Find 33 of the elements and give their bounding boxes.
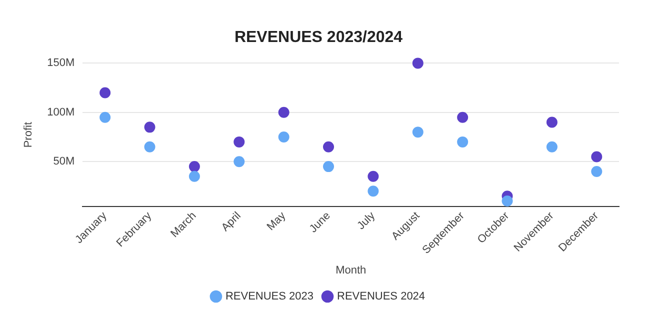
point: [144, 141, 156, 152]
point: [188, 170, 200, 182]
point: [100, 87, 111, 98]
point: [546, 141, 558, 152]
point: [100, 112, 111, 123]
point: [457, 136, 468, 148]
y-tick-label: 50M: [53, 156, 75, 168]
y-tick-label: 150M: [47, 57, 75, 70]
y-axis-title: Profit: [22, 122, 35, 148]
point: [546, 116, 558, 128]
point: [412, 58, 424, 69]
legend-label: REVENUES 2024: [337, 290, 426, 303]
point: [144, 122, 156, 133]
point: [412, 126, 424, 138]
y-tick-label: 100M: [47, 106, 75, 118]
point: [234, 136, 245, 148]
point: [457, 112, 468, 123]
point: [278, 106, 290, 118]
point: [323, 141, 334, 152]
x-tick-label: May: [264, 210, 288, 234]
x-tick-label: July: [355, 210, 378, 232]
point: [591, 166, 602, 177]
point: [188, 161, 200, 172]
point: [368, 186, 379, 197]
point: [234, 156, 245, 168]
point: [278, 132, 290, 143]
point: [502, 196, 513, 207]
chart-title: REVENUES 2023/2024: [234, 29, 403, 46]
point: [323, 161, 334, 172]
point: [591, 151, 602, 162]
x-axis-title: Month: [336, 264, 366, 276]
legend-label: REVENUES 2023: [225, 290, 314, 303]
point: [368, 170, 379, 182]
